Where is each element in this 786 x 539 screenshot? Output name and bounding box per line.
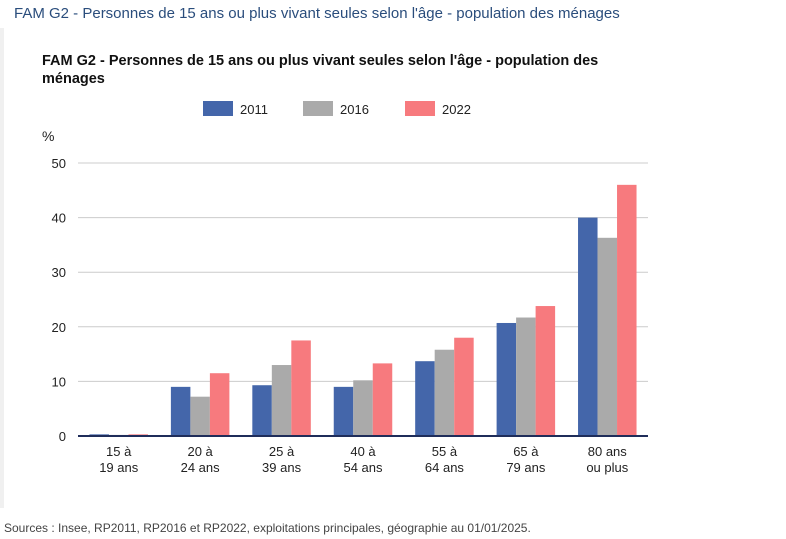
x-tick-label: 65 à 79 ans <box>506 444 546 475</box>
bar-2016-5 <box>516 317 536 436</box>
x-tick-label: 20 à 24 ans <box>181 444 221 475</box>
bar-2022-1 <box>209 373 230 436</box>
bar-2022-6 <box>617 184 637 436</box>
left-rule <box>0 28 4 508</box>
bar-2016-6 <box>597 237 618 436</box>
x-tick-label: 40 à 54 ans <box>343 444 383 475</box>
y-tick-labels: 0 10 20 30 40 50 <box>52 156 66 444</box>
y-tick-label: 0 <box>59 429 66 444</box>
bar-2011-3 <box>333 386 354 436</box>
y-tick-label: 30 <box>52 265 66 280</box>
legend-swatch-2016 <box>303 101 333 116</box>
x-tick-label: 25 à 39 ans <box>262 444 302 475</box>
bar-2011-6 <box>578 217 598 436</box>
x-tick-label: 15 à 19 ans <box>99 444 139 475</box>
chart-title: FAM G2 - Personnes de 15 ans ou plus viv… <box>42 53 599 87</box>
y-tick-label: 10 <box>52 374 66 389</box>
gridlines <box>78 162 648 382</box>
page-title: FAM G2 - Personnes de 15 ans ou plus viv… <box>14 5 620 22</box>
y-tick-label: 50 <box>52 156 66 171</box>
bar-2011-4 <box>415 361 435 436</box>
bars <box>89 184 637 436</box>
legend-swatch-2022 <box>405 101 435 116</box>
x-tick-labels: 15 à 19 ans 20 à 24 ans 25 à 39 ans 40 à 54 ans… <box>99 444 629 475</box>
legend-label-2016: 2016 <box>340 102 369 117</box>
bar-2022-5 <box>535 306 556 436</box>
bar-2011-1 <box>170 386 191 436</box>
x-tick-label: 55 à 64 ans <box>425 444 465 475</box>
y-axis-label: % <box>42 128 54 144</box>
y-tick-label: 20 <box>52 320 66 335</box>
y-tick-label: 40 <box>52 211 66 226</box>
bar-2011-2 <box>252 385 272 436</box>
bar-2022-3 <box>372 363 393 436</box>
legend-label-2011: 2011 <box>240 102 268 117</box>
bar-2016-2 <box>271 365 292 436</box>
legend-swatch-2011 <box>203 101 233 116</box>
x-tick-label: 80 ans ou plus <box>586 444 628 475</box>
bar-2011-5 <box>496 322 517 436</box>
bar-2016-3 <box>353 380 373 436</box>
legend-label-2022: 2022 <box>442 102 471 117</box>
bar-2016-4 <box>434 349 455 436</box>
bar-2022-2 <box>291 340 311 436</box>
bar-2016-1 <box>190 396 210 436</box>
bar-2022-4 <box>454 337 474 436</box>
legend: 2011 2016 2022 <box>203 101 471 117</box>
sources-note: Sources : Insee, RP2011, RP2016 et RP202… <box>4 521 531 535</box>
